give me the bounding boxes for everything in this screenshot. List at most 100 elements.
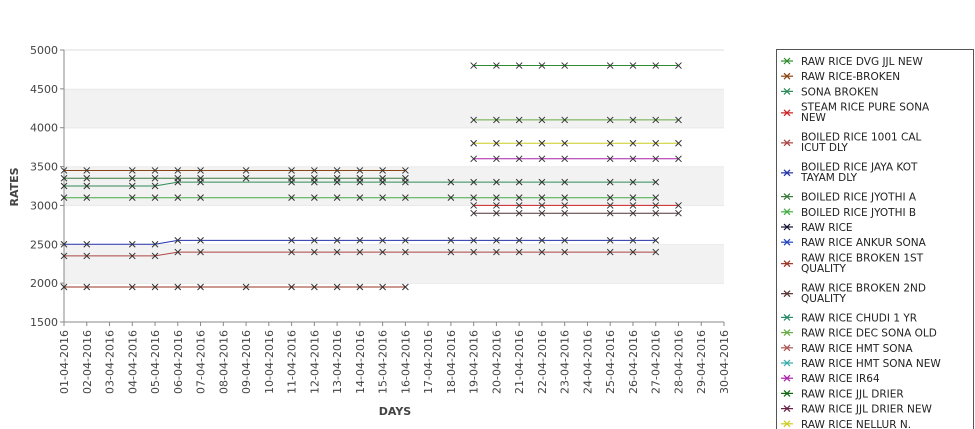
legend-item: RAW RICE JJL DRIER bbox=[781, 388, 904, 400]
y-tick-label: 3500 bbox=[30, 161, 58, 174]
legend-item: BOILED RICE JYOTHI A bbox=[781, 192, 917, 204]
data-point bbox=[197, 283, 204, 291]
x-tick-label: 05-04-2016 bbox=[149, 330, 162, 394]
y-tick-label: 2500 bbox=[30, 238, 58, 251]
data-point bbox=[561, 194, 569, 202]
data-point bbox=[128, 194, 136, 202]
data-point bbox=[128, 252, 136, 260]
data-point bbox=[470, 237, 478, 244]
data-point bbox=[83, 283, 91, 291]
data-point bbox=[83, 182, 91, 190]
data-point bbox=[538, 202, 546, 209]
legend-label: BOILED RICE JYOTHI A bbox=[801, 192, 917, 204]
x-tick-label: 02-04-2016 bbox=[81, 330, 94, 394]
data-point bbox=[561, 155, 569, 163]
data-point bbox=[493, 237, 500, 244]
data-point bbox=[675, 209, 682, 217]
data-point bbox=[83, 167, 91, 174]
data-point bbox=[470, 209, 478, 217]
data-point bbox=[606, 62, 614, 69]
data-point bbox=[629, 62, 637, 69]
data-point bbox=[652, 139, 660, 147]
x-tick-label: 20-04-2016 bbox=[490, 330, 503, 394]
data-point bbox=[493, 62, 500, 69]
x-tick-label: 22-04-2016 bbox=[536, 330, 549, 394]
data-point bbox=[675, 155, 682, 163]
data-point bbox=[379, 283, 386, 291]
data-point bbox=[629, 139, 637, 147]
data-point bbox=[379, 174, 386, 182]
data-point bbox=[379, 248, 386, 256]
data-point bbox=[606, 237, 614, 244]
legend-item: RAW RICE BROKEN 2ND QUALITY bbox=[781, 282, 929, 305]
y-axis-title: RATES bbox=[8, 167, 21, 206]
data-point bbox=[515, 62, 523, 69]
data-point bbox=[197, 237, 204, 244]
data-point bbox=[288, 248, 295, 256]
legend-label: RAW RICE HMT SONA NEW bbox=[801, 358, 941, 370]
data-point bbox=[515, 202, 523, 209]
data-point bbox=[333, 167, 341, 174]
legend-item: RAW RICE ANKUR SONA bbox=[781, 237, 927, 249]
data-point bbox=[515, 209, 523, 217]
data-point bbox=[60, 182, 68, 190]
legend-item: RAW RICE NELLUR N. bbox=[781, 419, 911, 429]
data-point bbox=[515, 139, 523, 147]
data-point bbox=[606, 194, 614, 202]
data-point bbox=[493, 155, 500, 163]
data-point bbox=[538, 209, 546, 217]
y-tick-label: 2000 bbox=[30, 277, 58, 290]
data-point bbox=[356, 194, 364, 202]
data-point bbox=[538, 248, 546, 256]
y-tick-label: 1500 bbox=[30, 316, 58, 329]
legend-label: BOILED RICE JAYA KOT TAYAM DLY bbox=[800, 162, 918, 185]
y-axis: 1500 2000 2500 3000 3500 4000 4500 5000 bbox=[30, 44, 64, 329]
grid-band bbox=[64, 50, 724, 89]
data-point bbox=[356, 283, 364, 291]
legend-item: STEAM RICE PURE SONA NEW bbox=[781, 102, 930, 124]
legend-label: RAW RICE JJL DRIER bbox=[801, 388, 904, 400]
legend-label: RAW RICE IR64 bbox=[801, 373, 880, 385]
x-tick-label: 03-04-2016 bbox=[104, 330, 117, 394]
data-point bbox=[515, 248, 523, 256]
data-point bbox=[561, 237, 569, 244]
data-point bbox=[333, 283, 341, 291]
x-axis: 01-04-2016 02-04-2016 03-04-2016 04-04-2016… bbox=[58, 322, 731, 394]
x-tick-label: 12-04-2016 bbox=[308, 330, 321, 394]
legend-item: RAW RICE DEC SONA OLD bbox=[781, 328, 937, 340]
data-point bbox=[470, 202, 478, 209]
data-point bbox=[470, 178, 478, 186]
legend-label: RAW RICE BROKEN 1ST QUALITY bbox=[801, 252, 926, 275]
data-point bbox=[629, 178, 637, 186]
data-point bbox=[470, 139, 478, 147]
legend-label: BOILED RICE 1001 CAL ICUT DLY bbox=[801, 132, 922, 155]
data-point bbox=[515, 116, 523, 124]
data-point bbox=[675, 116, 682, 124]
x-tick-label: 06-04-2016 bbox=[172, 330, 185, 394]
legend: RAW RICE DVG JJL NEW RAW RICE-BROKEN SONA … bbox=[776, 49, 974, 429]
data-point bbox=[561, 248, 569, 256]
grid-band bbox=[64, 127, 724, 167]
data-point bbox=[470, 155, 478, 163]
data-point bbox=[447, 194, 455, 202]
data-point bbox=[310, 174, 318, 182]
data-point bbox=[174, 174, 182, 182]
data-point bbox=[174, 194, 182, 202]
data-point bbox=[675, 62, 682, 69]
data-point bbox=[174, 167, 182, 174]
data-point bbox=[470, 194, 478, 202]
x-tick-label: 26-04-2016 bbox=[627, 330, 640, 394]
data-point bbox=[629, 155, 637, 163]
legend-item: RAW RICE HMT SONA NEW bbox=[781, 358, 941, 370]
data-point bbox=[242, 174, 250, 182]
data-point bbox=[561, 116, 569, 124]
data-point bbox=[197, 248, 204, 256]
data-point bbox=[333, 237, 341, 244]
x-tick-label: 14-04-2016 bbox=[354, 330, 367, 394]
data-point bbox=[151, 194, 159, 202]
legend-item: RAW RICE HMT SONA bbox=[781, 343, 913, 355]
grid-band bbox=[64, 88, 724, 128]
data-point bbox=[561, 62, 569, 69]
data-point bbox=[174, 237, 182, 244]
data-point bbox=[652, 155, 660, 163]
